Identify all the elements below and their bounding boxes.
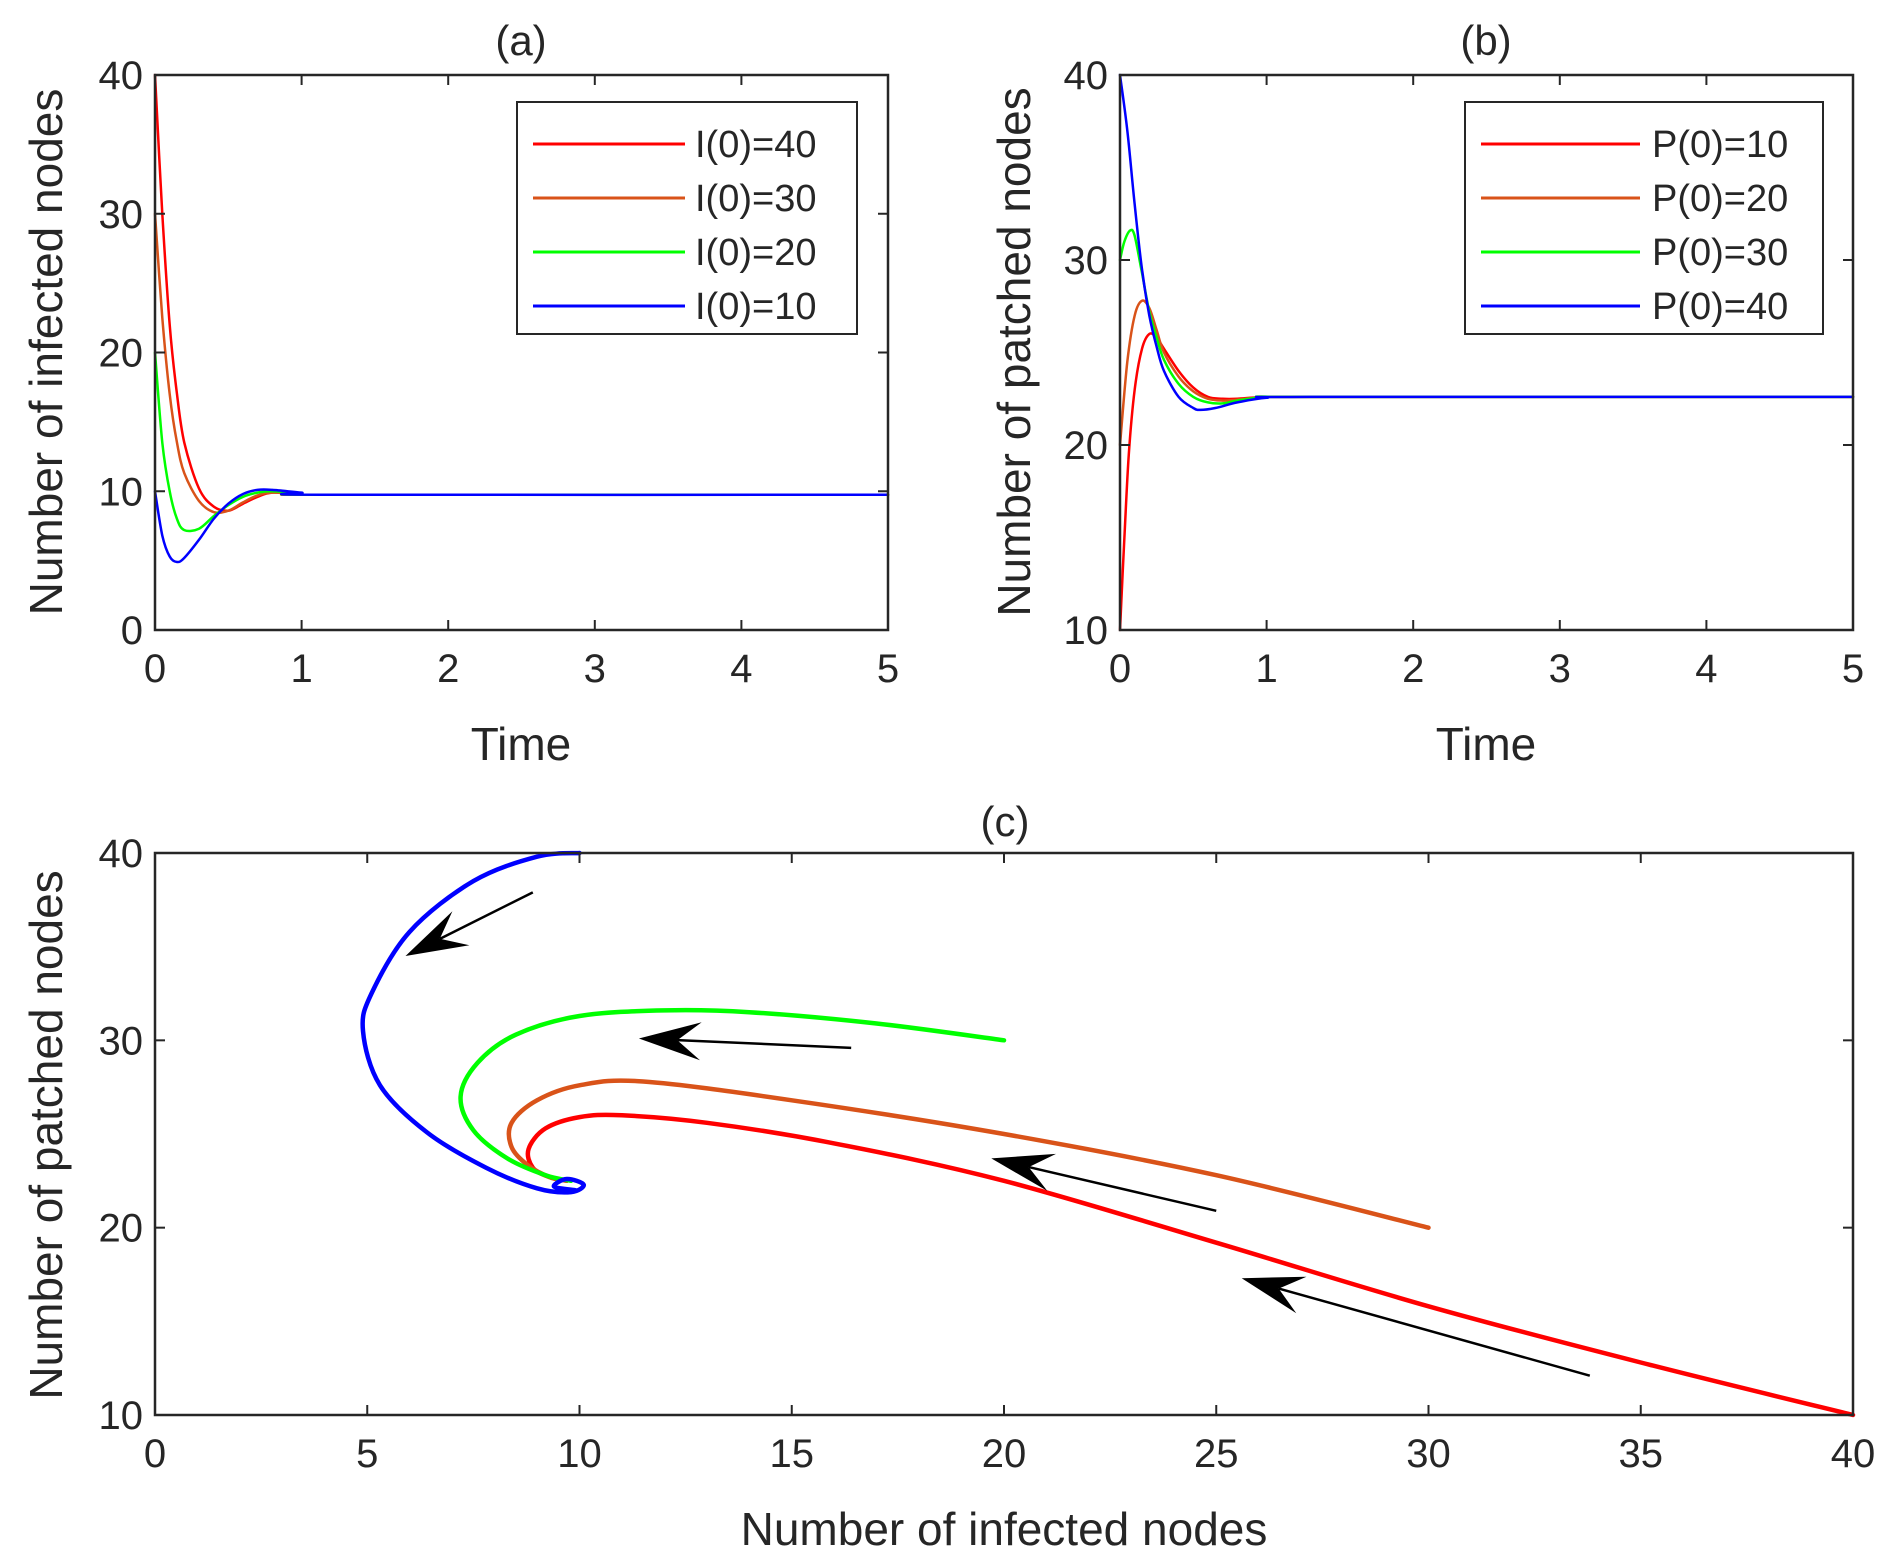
panel-b-legend: P(0)=10 P(0)=20 P(0)=30 P(0)=40	[1464, 101, 1824, 335]
series-line-a-2	[153, 351, 890, 533]
direction-arrow-shaft	[439, 891, 534, 940]
y-tick-label: 0	[121, 609, 143, 653]
panel-b: (b) 0 1 2 3 4 5 10 20 30 40 Time Number of patche…	[988, 17, 1864, 770]
y-tick-label: 40	[1064, 54, 1109, 98]
direction-arrow-head	[991, 1153, 1056, 1191]
x-tick-label: 0	[1109, 647, 1131, 691]
legend-label: I(0)=30	[695, 178, 816, 220]
panel-c-curves	[360, 850, 1856, 1418]
panel-a: (a) 0 1 2 3 4 5 0 10 20 30 40 Time Number of infec…	[20, 17, 899, 770]
y-tick-label: 20	[99, 332, 144, 376]
direction-arrow-head	[638, 1022, 702, 1061]
panel-a-legend: I(0)=40 I(0)=30 I(0)=20 I(0)=10	[516, 101, 858, 335]
x-tick-label: 2	[1402, 647, 1424, 691]
x-tick-label: 25	[1194, 1432, 1239, 1476]
legend-label: P(0)=40	[1652, 286, 1788, 328]
x-tick-label: 3	[1549, 647, 1571, 691]
panel-b-xlabel: Time	[1436, 718, 1537, 770]
panel-b-title: (b)	[1460, 17, 1511, 64]
series-line-c-3	[360, 850, 586, 1195]
series-line-c-2	[458, 1007, 1007, 1184]
panel-a-curves	[153, 73, 890, 564]
direction-arrow-shaft	[677, 1038, 852, 1050]
y-tick-label: 20	[1064, 424, 1109, 468]
x-tick-label: 4	[1695, 647, 1717, 691]
y-tick-label: 10	[1064, 609, 1109, 653]
series-line-b-3	[1118, 73, 1855, 412]
panel-b-ticks: 0 1 2 3 4 5 10 20 30 40	[1064, 54, 1865, 691]
legend-label: I(0)=10	[695, 286, 816, 328]
panel-c: (c) 0 5 10 15 20 25 30 35 40 10 20 30 40 Number of i…	[20, 798, 1875, 1555]
x-tick-label: 1	[290, 647, 312, 691]
legend-label: P(0)=20	[1652, 178, 1788, 220]
panel-c-ylabel: Number of patched nodes	[20, 870, 72, 1399]
direction-arrow-shaft	[1028, 1165, 1217, 1213]
direction-arrow-shaft	[1278, 1287, 1591, 1377]
x-tick-label: 10	[557, 1432, 602, 1476]
legend-label: P(0)=10	[1652, 124, 1788, 166]
y-tick-label: 30	[99, 193, 144, 237]
y-tick-label: 10	[99, 470, 144, 514]
direction-arrow-head	[1241, 1276, 1307, 1314]
series-line-a-3	[153, 488, 890, 564]
x-tick-label: 30	[1406, 1432, 1451, 1476]
panel-a-ylabel: Number of infected nodes	[20, 89, 72, 616]
panel-c-ticks: 0 5 10 15 20 25 30 35 40 10 20 30 40	[99, 832, 1876, 1476]
x-tick-label: 5	[356, 1432, 378, 1476]
legend-label: P(0)=30	[1652, 232, 1788, 274]
x-tick-label: 40	[1831, 1432, 1876, 1476]
x-tick-label: 5	[877, 647, 899, 691]
panel-c-arrows	[405, 891, 1591, 1377]
x-tick-label: 15	[770, 1432, 815, 1476]
panel-c-xlabel: Number of infected nodes	[741, 1503, 1268, 1555]
y-tick-label: 30	[99, 1019, 144, 1063]
x-tick-label: 0	[144, 1432, 166, 1476]
direction-arrow-head	[405, 911, 470, 956]
panel-b-legend-box	[1464, 101, 1824, 335]
x-tick-label: 5	[1842, 647, 1864, 691]
panel-a-ticks: 0 1 2 3 4 5 0 10 20 30 40	[99, 54, 900, 691]
y-tick-label: 10	[99, 1394, 144, 1438]
panel-b-axes-box	[1118, 73, 1855, 632]
panel-b-ylabel: Number of patched nodes	[988, 87, 1040, 616]
panel-b-curves	[1118, 73, 1855, 632]
panel-a-xlabel: Time	[471, 718, 572, 770]
x-tick-label: 1	[1255, 647, 1277, 691]
y-tick-label: 40	[99, 54, 144, 98]
y-tick-label: 40	[99, 832, 144, 876]
x-tick-label: 35	[1619, 1432, 1664, 1476]
y-tick-label: 30	[1064, 239, 1109, 283]
panel-a-title: (a)	[495, 17, 546, 64]
x-tick-label: 2	[437, 647, 459, 691]
series-line-c-1	[506, 1078, 1431, 1230]
y-tick-label: 20	[99, 1207, 144, 1251]
x-tick-label: 3	[584, 647, 606, 691]
x-tick-label: 0	[144, 647, 166, 691]
series-line-b-0	[1118, 332, 1855, 632]
legend-label: I(0)=20	[695, 232, 816, 274]
panel-a-legend-box	[516, 101, 858, 335]
x-tick-label: 20	[982, 1432, 1027, 1476]
panel-c-title: (c)	[981, 798, 1030, 845]
x-tick-label: 4	[730, 647, 752, 691]
series-line-c-0	[525, 1112, 1856, 1418]
legend-label: I(0)=40	[695, 124, 816, 166]
